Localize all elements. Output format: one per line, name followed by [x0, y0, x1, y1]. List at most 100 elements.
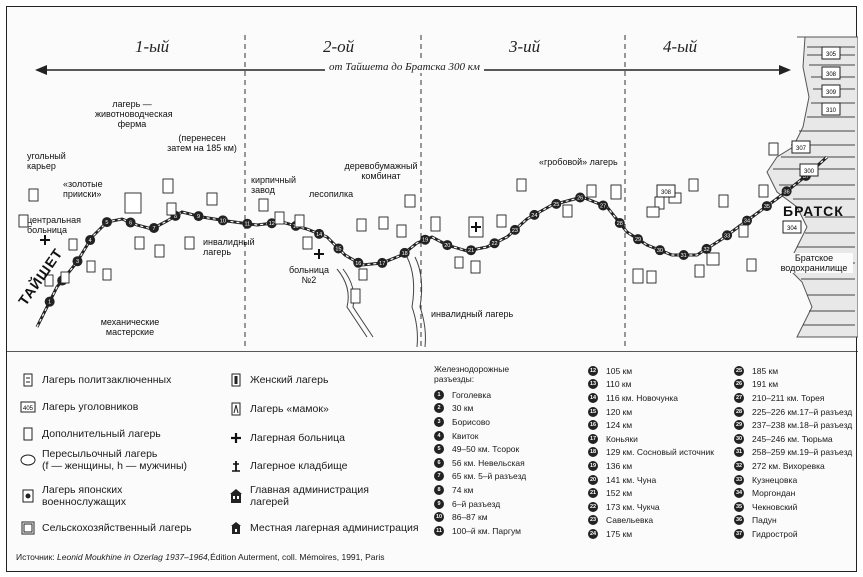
railway-station-marker: 25: [551, 198, 562, 209]
additional-camp-icon: [20, 426, 36, 442]
station-label: 100–й км. Паргум: [452, 525, 521, 536]
station-number-badge: 20: [588, 474, 598, 485]
legend-local-admin: Местная лагерная администрация: [228, 520, 419, 536]
station-number-badge: 15: [588, 406, 598, 417]
svg-text:305: 305: [826, 52, 837, 58]
svg-text:21: 21: [468, 248, 474, 254]
svg-text:12: 12: [269, 221, 275, 227]
svg-text:16: 16: [355, 261, 361, 267]
svg-text:35: 35: [764, 204, 770, 210]
zone-4-label: 4-ый: [663, 37, 698, 56]
cemetery-icon: [228, 458, 244, 474]
station-label: 175 км: [606, 528, 633, 539]
stations-column-2: 12 105 км 13 110 км 14 116 км. Новочунка 15 120…: [588, 364, 714, 541]
svg-text:17: 17: [379, 261, 385, 267]
svg-text:24: 24: [531, 213, 537, 219]
svg-text:5: 5: [105, 220, 108, 226]
station-item: 28 225–226 км.17–й разъезд: [734, 405, 852, 419]
station-item: 18 129 км. Сосновый источник: [588, 446, 714, 460]
svg-text:20: 20: [444, 243, 450, 249]
station-label: 191 км: [752, 379, 779, 390]
station-label: 245–246 км. Тюрьма: [752, 433, 833, 444]
station-number-badge: 9: [434, 498, 444, 509]
city-bratsk: БРАТСК: [783, 203, 844, 219]
station-number-badge: 33: [734, 474, 744, 485]
svg-text:300: 300: [804, 169, 815, 175]
station-label: 237–238 км.18–й разъезд: [752, 420, 853, 431]
railway-station-marker: 17: [377, 257, 388, 268]
station-number-badge: 24: [588, 528, 598, 539]
label-hospital-2: больница №2: [288, 265, 330, 285]
station-label: 56 км. Невельская: [452, 457, 525, 468]
svg-text:405: 405: [23, 406, 34, 412]
station-item: 30 245–246 км. Тюрьма: [734, 432, 852, 446]
label-reservoir: Братское водохранилище: [775, 253, 853, 273]
station-number-badge: 11: [434, 525, 444, 536]
station-number-badge: 34: [734, 488, 744, 499]
station-item: 6 56 км. Невельская: [434, 456, 526, 470]
label-brick-plant: кирпичный завод: [251, 175, 297, 195]
station-item: 29 237–238 км.18–й разъезд: [734, 418, 852, 432]
station-label: Моргондан: [752, 488, 796, 499]
station-item: 21 152 км: [588, 486, 714, 500]
legend-women-camp: Женский лагерь: [228, 372, 328, 388]
railway-station-marker: 33: [722, 230, 733, 241]
svg-text:9: 9: [197, 214, 200, 220]
station-item: 13 110 км: [588, 378, 714, 392]
station-number-badge: 23: [588, 515, 598, 526]
svg-text:308: 308: [661, 190, 672, 196]
railway-station-marker: 30: [654, 245, 665, 256]
station-number-badge: 37: [734, 528, 744, 539]
svg-text:19: 19: [422, 238, 428, 244]
svg-text:7: 7: [152, 226, 155, 232]
svg-text:31: 31: [681, 253, 687, 259]
legend-agricultural-camp: Сельскохозяйственный лагерь: [20, 520, 192, 536]
station-item: 25 185 км: [734, 364, 852, 378]
legend-cemetery: Лагерное кладбище: [228, 458, 347, 474]
station-item: 3 Борисово: [434, 415, 526, 429]
station-number-badge: 28: [734, 406, 744, 417]
station-item: 1 Гоголевка: [434, 388, 526, 402]
railway-station-marker: 23: [509, 224, 520, 235]
station-label: 120 км: [606, 406, 633, 417]
svg-text:32: 32: [703, 247, 709, 253]
zone-1-label: 1-ый: [135, 37, 170, 56]
label-invalid-camp-2: инвалидный лагерь: [431, 309, 514, 319]
river: [342, 268, 374, 338]
station-label: 136 км: [606, 460, 633, 471]
station-number-badge: 32: [734, 460, 744, 471]
railway-station-marker: 26: [575, 192, 586, 203]
station-number-badge: 35: [734, 501, 744, 512]
railway-station-marker: 24: [529, 209, 540, 220]
svg-text:37: 37: [803, 174, 809, 180]
station-item: 20 141 км. Чуна: [588, 473, 714, 487]
station-item: 10 86–87 км: [434, 510, 526, 524]
station-number-badge: 31: [734, 447, 744, 458]
railway-station-marker: 29: [633, 234, 644, 245]
railway-station-marker: 6: [125, 217, 136, 228]
railway-station-marker: 21: [466, 245, 477, 256]
station-label: 272 км. Вихоревка: [752, 460, 825, 471]
political-camp-icon: [20, 372, 36, 388]
station-number-badge: 25: [734, 365, 744, 376]
railway-station-marker: 16: [353, 257, 364, 268]
station-number-badge: 14: [588, 392, 598, 403]
legend-hospital: Лагерная больница: [228, 430, 345, 446]
station-label: 258–259 км.19–й разъезд: [752, 447, 853, 458]
stations-column-3: 25 185 км 26 191 км 27 210–211 км. Торея 28 225…: [734, 364, 852, 541]
railway-station-marker: 32: [701, 243, 712, 254]
railway-station-marker: 4: [85, 235, 96, 246]
station-item: 32 272 км. Вихоревка: [734, 459, 852, 473]
railway-station-marker: 31: [678, 250, 689, 260]
legend-mothers-camp: Лагерь «мамок»: [228, 401, 329, 417]
station-item: 16 124 км: [588, 418, 714, 432]
station-item: 4 Квиток: [434, 429, 526, 443]
legend-japanese-camp: Лагерь японских военнослужащих: [20, 484, 126, 508]
railway-station-marker: 20: [442, 240, 453, 251]
svg-text:308: 308: [826, 72, 837, 78]
svg-text:33: 33: [724, 233, 730, 239]
women-camp-icon: [228, 372, 244, 388]
svg-text:4: 4: [89, 238, 92, 244]
station-label: 30 км: [452, 403, 474, 414]
station-label: 173 км. Чукча: [606, 501, 660, 512]
